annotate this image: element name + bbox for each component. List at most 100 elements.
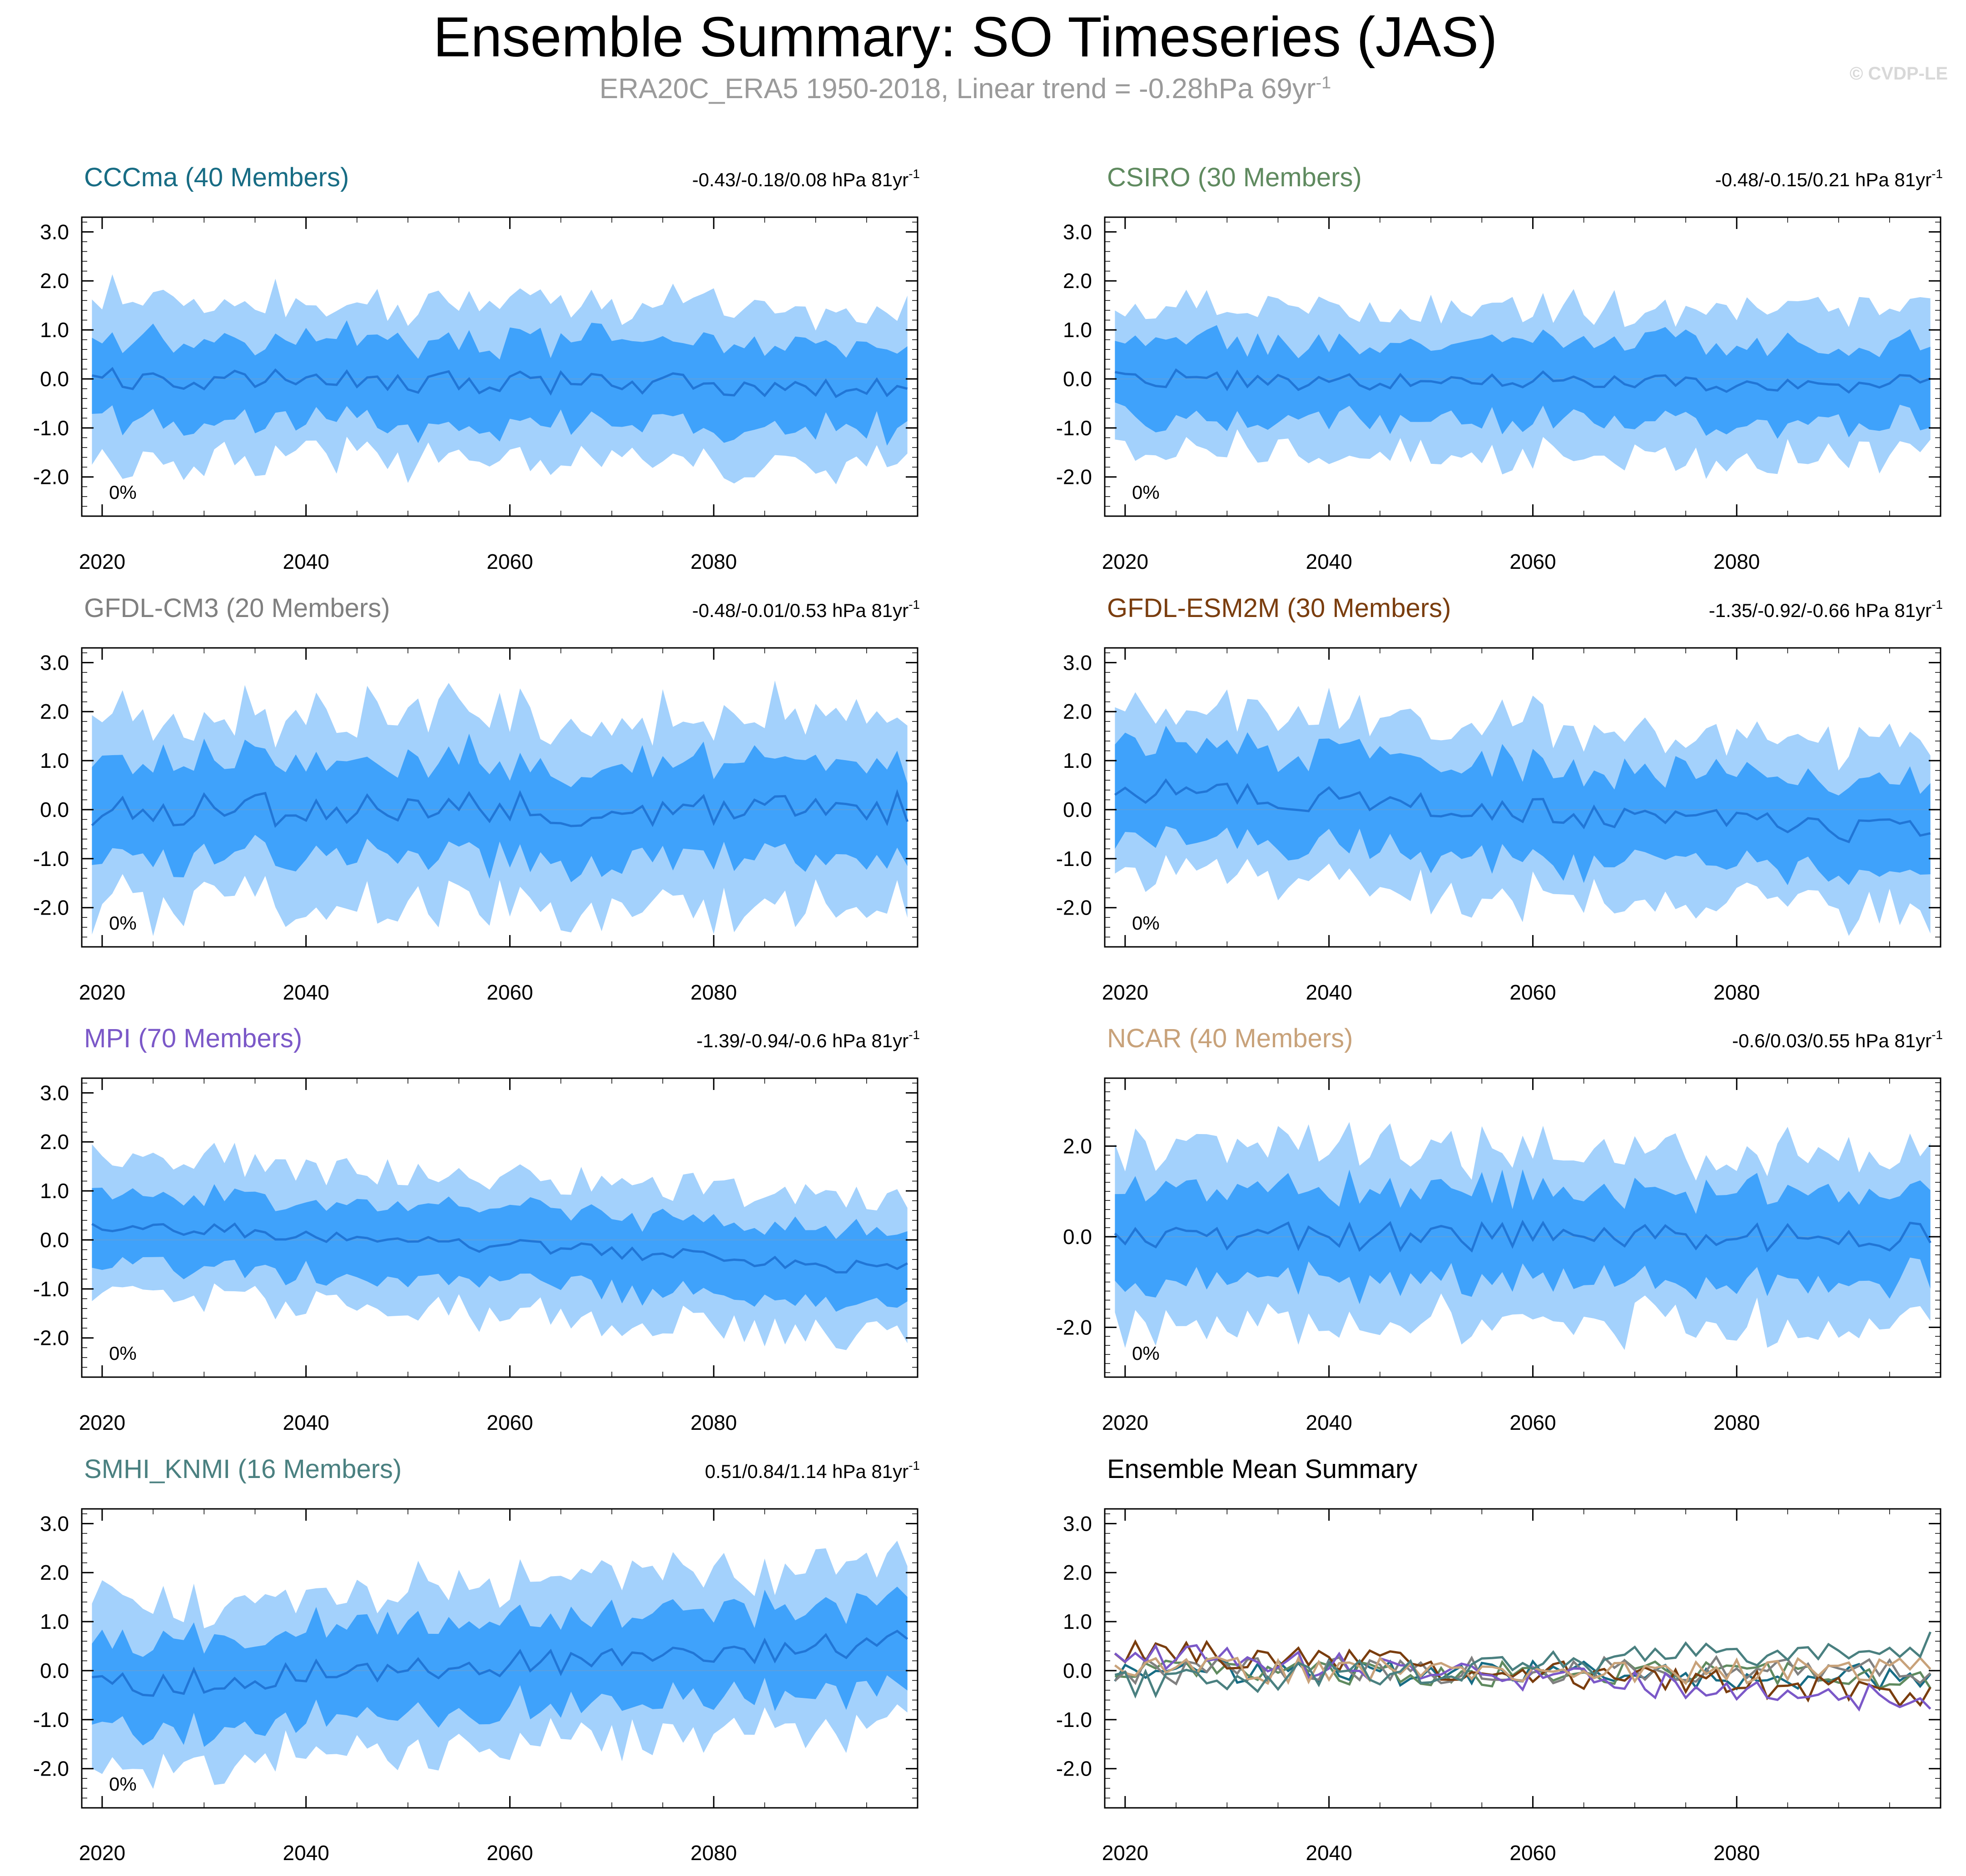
y-tick-label: 0.0 [1063, 1659, 1092, 1682]
subtitle-text: ERA20C_ERA5 1950-2018, Linear trend = -0… [599, 73, 1316, 104]
y-tick-label: -2.0 [1056, 896, 1092, 920]
y-tick-label: 1.0 [1063, 318, 1092, 342]
y-tick-label: 2.0 [1063, 1561, 1092, 1584]
y-tick-label: -2.0 [33, 465, 69, 489]
subtitle: ERA20C_ERA5 1950-2018, Linear trend = -0… [0, 73, 1931, 105]
mean-line [91, 1222, 908, 1274]
percent-label: 0% [109, 482, 137, 503]
x-tick-label: 2080 [1713, 1411, 1760, 1434]
y-tick-label: 0.0 [1063, 1225, 1092, 1249]
y-tick-label: 2.0 [40, 1561, 69, 1584]
panel-title: SMHI_KNMI (16 Members) [84, 1454, 402, 1484]
panel-cccma: CCCma (40 Members) -0.43/-0.18/0.08 hPa 8… [33, 163, 920, 573]
y-tick-label: 2.0 [1063, 1135, 1092, 1158]
x-tick-label: 2020 [79, 980, 125, 1004]
y-tick-label: 1.0 [40, 749, 69, 772]
percent-label: 0% [109, 1773, 137, 1795]
panel-ensemble-mean: Ensemble Mean Summary 3.0 2.0 1.0 0.0 -1.0 -2.… [1056, 1454, 1941, 1865]
series-mpi [1114, 1643, 1931, 1712]
panel-title: GFDL-CM3 (20 Members) [84, 593, 390, 623]
panel-trend: -0.48/-0.15/0.21 hPa 81yr-1 [1715, 167, 1943, 190]
y-tick-label: 0.0 [1063, 367, 1092, 391]
y-tick-label: 1.0 [1063, 749, 1092, 772]
x-tick-label: 2020 [1102, 980, 1148, 1004]
y-tick-label: 2.0 [1063, 269, 1092, 293]
y-tick-label: 0.0 [1063, 798, 1092, 821]
panel-title: Ensemble Mean Summary [1107, 1454, 1417, 1484]
panel-trend: 0.51/0.84/1.14 hPa 81yr-1 [705, 1458, 920, 1482]
y-tick-label: -2.0 [1056, 1757, 1092, 1781]
y-tick-label: 0.0 [40, 1228, 69, 1252]
mean-line [1114, 1219, 1931, 1253]
y-tick-label: -2.0 [1056, 1315, 1092, 1339]
mean-line [91, 367, 908, 398]
y-tick-label: 2.0 [40, 1130, 69, 1154]
x-tick-label: 2060 [487, 980, 533, 1004]
plot-area [1105, 687, 1941, 936]
panel-title: CCCma (40 Members) [84, 163, 349, 192]
plot-area [1114, 1631, 1931, 1712]
panel-smhi-knmi: SMHI_KNMI (16 Members) 0.51/0.84/1.14 hPa… [33, 1454, 920, 1865]
y-tick-label: 3.0 [1063, 220, 1092, 244]
x-tick-label: 2040 [1306, 1411, 1352, 1434]
x-tick-label: 2060 [1509, 1841, 1556, 1865]
y-tick-label: 3.0 [40, 651, 69, 674]
series-gfdl-esm2m [1114, 1639, 1931, 1708]
panel-mpi: MPI (70 Members) -1.39/-0.94/-0.6 hPa 81y… [33, 1024, 920, 1434]
x-tick-label: 2040 [1306, 550, 1352, 573]
x-tick-label: 2020 [1102, 1841, 1148, 1865]
mean-line [92, 1629, 909, 1697]
panel-trend: -1.39/-0.94/-0.6 hPa 81yr-1 [696, 1028, 920, 1051]
y-tick-label: 1.0 [1063, 1610, 1092, 1633]
panel-gfdl-cm3: GFDL-CM3 (20 Members) -0.48/-0.01/0.53 hP… [33, 593, 920, 1004]
y-tick-label: -2.0 [33, 1326, 69, 1350]
x-tick-label: 2040 [283, 980, 329, 1004]
panel-trend-sup: -1 [909, 1458, 920, 1473]
panel-trend-sup: -1 [1931, 167, 1943, 181]
y-tick-label: 0.0 [40, 1659, 69, 1682]
plot-area [82, 1541, 918, 1789]
y-tick-label: 3.0 [1063, 1512, 1092, 1535]
mean-line [1114, 778, 1931, 844]
y-tick-label: 0.0 [40, 367, 69, 391]
x-tick-label: 2040 [1306, 980, 1352, 1004]
y-tick-label: -1.0 [33, 1708, 69, 1732]
panel-title: NCAR (40 Members) [1107, 1024, 1353, 1053]
y-tick-label: -1.0 [33, 416, 69, 440]
x-tick-label: 2080 [690, 550, 737, 573]
mean-line [1114, 368, 1931, 394]
series-smhi_knmi [1114, 1631, 1931, 1699]
x-tick-label: 2060 [487, 1411, 533, 1434]
y-tick-label: 3.0 [40, 1512, 69, 1535]
x-tick-label: 2080 [1713, 980, 1760, 1004]
band-inner [92, 1587, 908, 1747]
y-tick-label: -1.0 [33, 847, 69, 871]
y-tick-label: 3.0 [40, 220, 69, 244]
band-inner [1115, 325, 1931, 439]
band-inner [92, 320, 908, 446]
panel-title: MPI (70 Members) [84, 1024, 302, 1053]
panel-gfdl-esm2m: GFDL-ESM2M (30 Members) -1.35/-0.92/-0.66… [1056, 593, 1943, 1004]
mean-line [91, 789, 909, 828]
copyright-label: © CVDP-LE [1849, 64, 1948, 84]
plot-area [82, 1143, 918, 1350]
x-tick-label: 2040 [283, 1841, 329, 1865]
percent-label: 0% [1132, 482, 1160, 503]
y-tick-label: 1.0 [40, 1179, 69, 1203]
panel-trend-sup: -1 [909, 167, 920, 181]
band-inner [92, 1184, 908, 1312]
panel-trend-sup: -1 [1931, 1028, 1943, 1042]
x-tick-label: 2060 [1509, 1411, 1556, 1434]
y-tick-label: 1.0 [40, 318, 69, 342]
panel-trend: -1.35/-0.92/-0.66 hPa 81yr-1 [1709, 597, 1943, 621]
plot-area [82, 680, 918, 936]
y-tick-label: -2.0 [33, 896, 69, 920]
panel-trend-sup: -1 [909, 1028, 920, 1042]
x-tick-label: 2080 [690, 1411, 737, 1434]
x-tick-label: 2080 [1713, 550, 1760, 573]
band-inner [1115, 726, 1931, 886]
x-tick-label: 2080 [1713, 1841, 1760, 1865]
panel-trend-sup: -1 [909, 597, 920, 612]
x-tick-label: 2040 [283, 550, 329, 573]
